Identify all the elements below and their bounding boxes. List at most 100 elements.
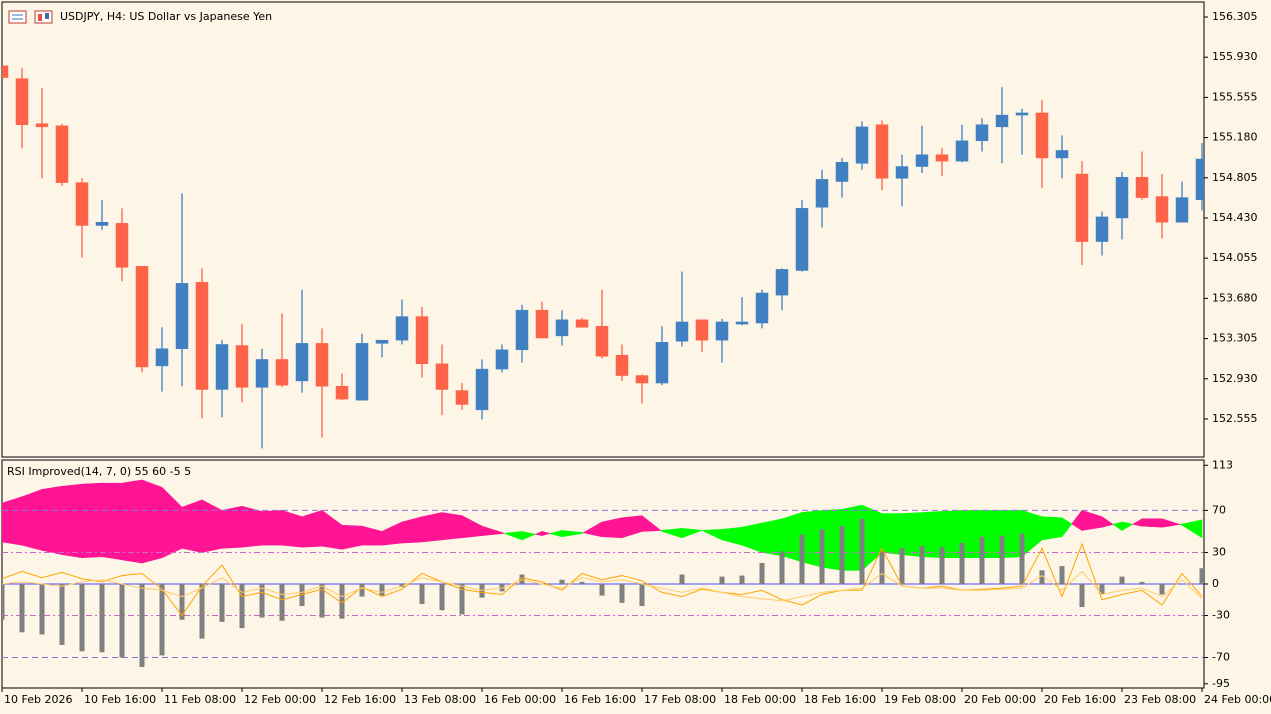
cloud-segment xyxy=(1001,510,1023,559)
y-tick-label: -30 xyxy=(1212,609,1230,622)
histogram-bar xyxy=(2,583,5,620)
histogram-bar xyxy=(199,583,205,639)
histogram-bar xyxy=(1039,570,1045,584)
candle-body xyxy=(1095,216,1109,242)
cloud-segment xyxy=(1041,516,1063,541)
y-tick-label: 153.305 xyxy=(1212,332,1258,345)
candle-body xyxy=(335,386,349,400)
histogram-bar xyxy=(59,583,65,645)
cloud-segment xyxy=(761,518,783,556)
histogram-bar xyxy=(999,535,1005,584)
x-tick-label: 18 Feb 00:00 xyxy=(724,693,796,706)
x-tick-label: 10 Feb 2026 xyxy=(4,693,72,706)
histogram-bar xyxy=(119,583,125,658)
y-tick-label: 156.305 xyxy=(1212,10,1258,23)
histogram-bar xyxy=(479,583,485,598)
candle-body xyxy=(1035,112,1049,159)
candle-body xyxy=(75,182,89,226)
candle-body xyxy=(395,316,409,341)
cloud-segment xyxy=(241,505,263,548)
histogram-bar xyxy=(779,551,785,584)
cloud-segment xyxy=(501,532,505,534)
histogram-bar xyxy=(39,583,45,635)
histogram-bar xyxy=(379,583,385,596)
candle-body xyxy=(635,375,649,384)
histogram-bar xyxy=(739,575,745,584)
candle-body xyxy=(95,222,109,226)
histogram-bar xyxy=(979,536,985,584)
x-tick-label: 16 Feb 00:00 xyxy=(484,693,556,706)
candle-body xyxy=(315,343,329,387)
histogram-bar xyxy=(79,583,85,652)
histogram-bar xyxy=(1019,533,1025,584)
icon xyxy=(34,10,53,24)
histogram-bar xyxy=(459,583,465,615)
histogram-bar xyxy=(19,583,25,633)
candle-body xyxy=(735,321,749,325)
histogram-bar xyxy=(1139,581,1145,584)
x-tick-label: 12 Feb 00:00 xyxy=(244,693,316,706)
cloud-segment xyxy=(681,527,703,539)
candle-body xyxy=(175,283,189,349)
candle-body xyxy=(955,140,969,162)
icon xyxy=(8,10,27,24)
histogram-bar xyxy=(239,583,245,629)
y-tick-label: 113 xyxy=(1212,458,1233,471)
candle-body xyxy=(295,343,309,382)
candle-body xyxy=(855,126,869,164)
y-tick-label: 0 xyxy=(1212,577,1219,590)
candle-body xyxy=(355,343,369,401)
candle-body xyxy=(535,309,549,339)
histogram-bar xyxy=(919,546,925,584)
candle-body xyxy=(795,208,809,271)
candle-body xyxy=(2,65,9,78)
candle-body xyxy=(155,348,169,367)
indicator-layer xyxy=(2,479,1204,667)
chart-title: USDJPY, H4: US Dollar vs Japanese Yen xyxy=(60,10,272,23)
cloud-segment xyxy=(301,510,323,548)
y-tick-label: -95 xyxy=(1212,677,1230,690)
indicator-line xyxy=(2,542,1203,617)
y-tick-label: 154.430 xyxy=(1212,211,1258,224)
histogram-bar xyxy=(819,529,825,584)
histogram-bar xyxy=(879,551,885,584)
y-tick-label: 152.930 xyxy=(1212,372,1258,385)
x-tick-label: 13 Feb 08:00 xyxy=(404,693,476,706)
cloud-segment xyxy=(1061,517,1073,538)
candle-body xyxy=(1175,197,1189,223)
icon xyxy=(38,14,42,21)
cloud-segment xyxy=(261,510,283,546)
histogram-bar xyxy=(559,579,565,584)
y-tick-label: 152.555 xyxy=(1212,412,1258,425)
histogram-bar xyxy=(1199,568,1204,584)
cloud-segment xyxy=(541,531,552,537)
candle-body xyxy=(935,154,949,162)
candle-body xyxy=(915,154,929,167)
x-tick-label: 24 Feb 00:00 xyxy=(1204,693,1271,706)
cloud-segment xyxy=(641,515,662,532)
x-tick-label: 23 Feb 08:00 xyxy=(1124,693,1196,706)
candle-body xyxy=(415,316,429,364)
x-tick-label: 18 Feb 16:00 xyxy=(804,693,876,706)
candle-body xyxy=(375,339,389,344)
cloud-segment xyxy=(181,499,203,553)
x-tick-label: 12 Feb 16:00 xyxy=(324,693,396,706)
candle-body xyxy=(495,349,509,370)
histogram-bar xyxy=(859,518,865,584)
candle-body xyxy=(775,269,789,296)
y-tick-label: 155.555 xyxy=(1212,90,1258,103)
y-tick-label: 154.805 xyxy=(1212,171,1258,184)
candle-body xyxy=(975,124,989,142)
histogram-bar xyxy=(619,583,625,603)
candle-body xyxy=(55,125,69,183)
histogram-bar xyxy=(339,583,345,619)
candle-body xyxy=(115,223,129,268)
histogram-bar xyxy=(219,583,225,622)
histogram-bar xyxy=(299,583,305,607)
candle-body xyxy=(875,124,889,179)
y-tick-label: 154.055 xyxy=(1212,251,1258,264)
cloud-segment xyxy=(21,488,43,551)
histogram-bar xyxy=(159,583,165,656)
x-tick-label: 11 Feb 08:00 xyxy=(164,693,236,706)
